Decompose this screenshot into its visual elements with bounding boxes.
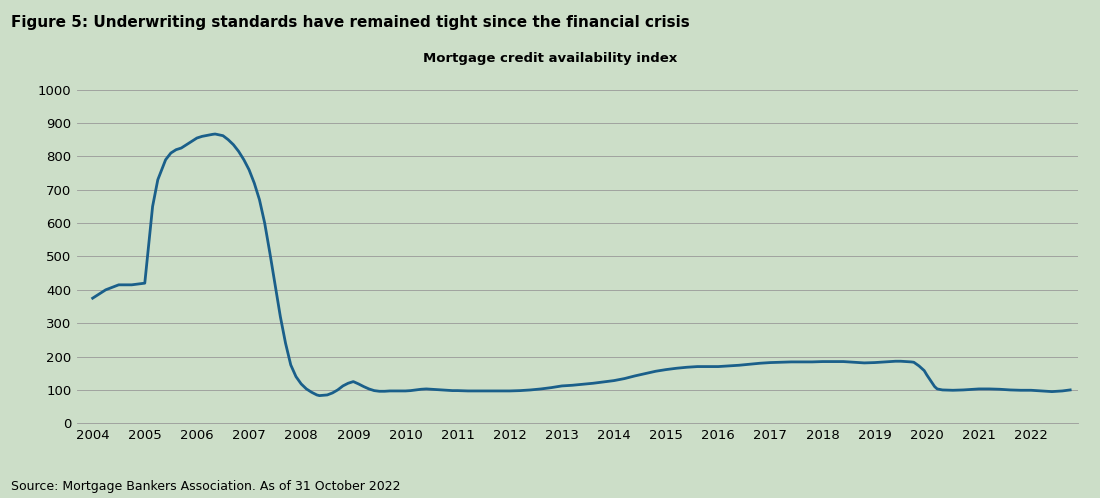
Text: Figure 5: Underwriting standards have remained tight since the financial crisis: Figure 5: Underwriting standards have re… xyxy=(11,15,690,30)
Text: Mortgage credit availability index: Mortgage credit availability index xyxy=(422,52,678,65)
Text: Source: Mortgage Bankers Association. As of 31 October 2022: Source: Mortgage Bankers Association. As… xyxy=(11,480,400,493)
